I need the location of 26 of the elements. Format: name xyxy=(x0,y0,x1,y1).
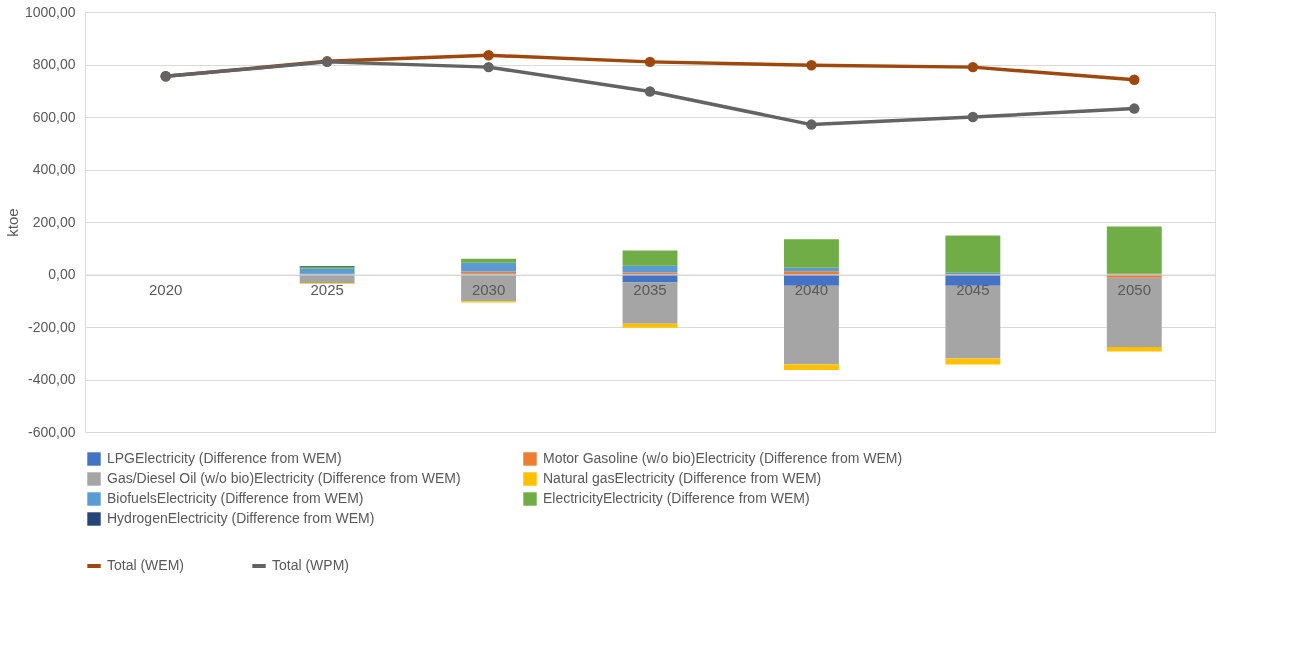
legend-label: Gas/Diesel Oil (w/o bio)Electricity (Difference from WEM) xyxy=(107,470,461,486)
y-tick-label: 800,00 xyxy=(32,56,76,72)
x-tick-label: 2025 xyxy=(310,281,344,298)
y-tick-label: -200,00 xyxy=(28,318,76,335)
x-tick-label: 2020 xyxy=(149,281,183,298)
y-tick-label: -400,00 xyxy=(28,371,76,387)
x-tick-label: 2050 xyxy=(1117,281,1151,298)
legend-label: HydrogenElectricity (Difference from WEM) xyxy=(107,510,375,526)
legend-label: Total (WPM) xyxy=(272,557,349,573)
y-axis-title: ktoe xyxy=(3,208,21,237)
legend-label: Natural gasElectricity (Difference from WEM) xyxy=(543,470,822,486)
legend-label: LPGElectricity (Difference from WEM) xyxy=(107,450,342,466)
y-tick-label: 1000,00 xyxy=(24,3,76,20)
legend-label: ElectricityElectricity (Difference from WEM) xyxy=(543,490,810,506)
x-tick-label: 2035 xyxy=(633,281,667,298)
y-tick-label: 0,00 xyxy=(48,266,76,282)
x-tick-label: 2045 xyxy=(956,281,990,298)
x-tick-label: 2030 xyxy=(471,281,506,298)
y-tick-label: 400,00 xyxy=(32,161,76,177)
legend-label: Motor Gasoline (w/o bio)Electricity (Difference from WEM) xyxy=(543,450,903,466)
y-tick-label: 600,00 xyxy=(32,108,76,125)
y-tick-label: -600,00 xyxy=(28,423,76,440)
x-tick-label: 2040 xyxy=(794,281,829,298)
y-tick-label: 200,00 xyxy=(32,213,76,230)
legend-label: Total (WEM) xyxy=(107,557,184,573)
legend-label: BiofuelsElectricity (Difference from WEM) xyxy=(107,490,364,506)
